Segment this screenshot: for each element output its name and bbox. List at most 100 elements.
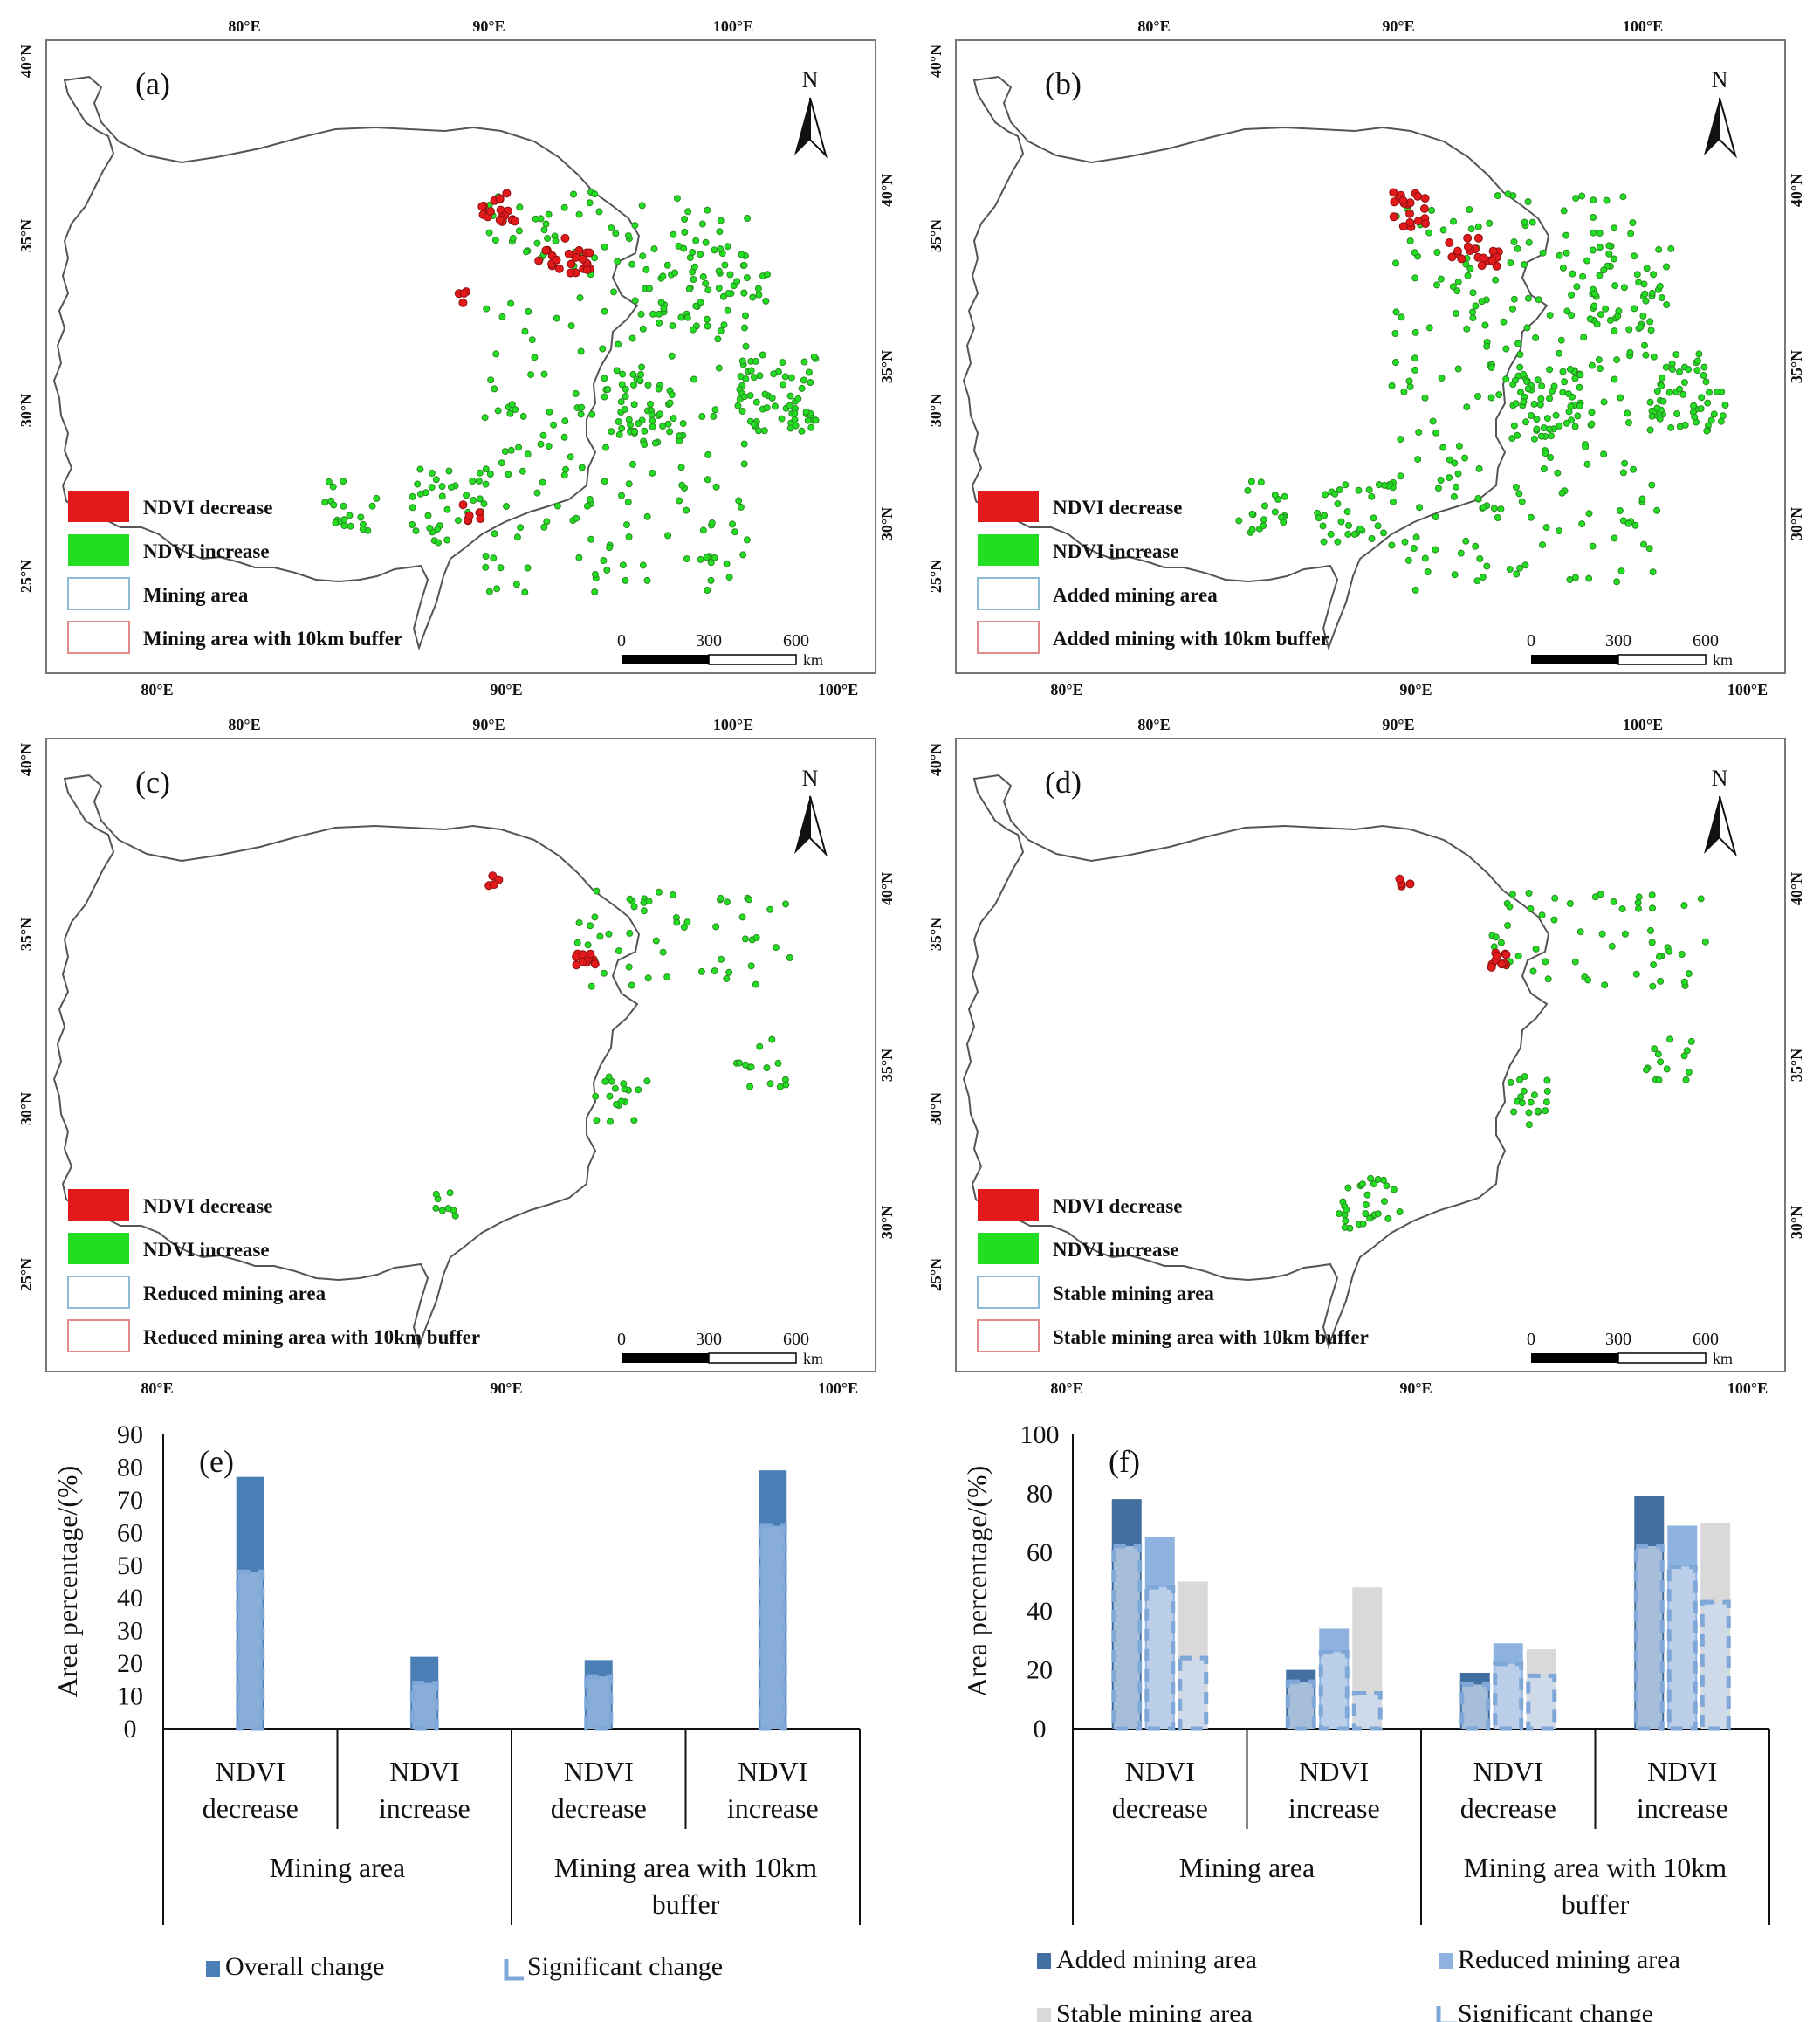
ndvi-increase-point xyxy=(533,239,541,247)
scale-tick: 0 xyxy=(617,631,626,650)
ndvi-increase-point xyxy=(432,1204,440,1212)
ndvi-increase-point xyxy=(432,1190,440,1198)
ndvi-increase-point xyxy=(622,576,629,584)
ndvi-increase-point xyxy=(575,919,583,926)
ndvi-increase-point xyxy=(1619,193,1627,201)
ndvi-increase-point xyxy=(652,937,660,945)
ndvi-increase-point xyxy=(669,891,676,898)
ndvi-increase-point xyxy=(346,512,354,519)
ndvi-increase-point xyxy=(651,439,659,447)
lat-tick-left: 35°N xyxy=(927,918,944,951)
y-tick-label: 80 xyxy=(1027,1479,1053,1508)
ndvi-increase-point xyxy=(621,406,628,413)
ndvi-increase-point xyxy=(1610,898,1617,905)
ndvi-decrease-point xyxy=(464,511,474,520)
ndvi-increase-point xyxy=(1497,939,1505,946)
ndvi-increase-point xyxy=(1657,1058,1665,1066)
bar-significant-change xyxy=(1700,1599,1731,1731)
ndvi-increase-point xyxy=(1706,389,1713,396)
ndvi-increase-point xyxy=(1662,363,1670,371)
ndvi-increase-point xyxy=(741,324,748,332)
y-tick-label: 40 xyxy=(117,1584,143,1613)
ndvi-increase-point xyxy=(715,267,723,275)
ndvi-increase-point xyxy=(1479,574,1487,581)
ndvi-increase-point xyxy=(1605,250,1613,258)
legend-label: Reduced mining area xyxy=(143,1283,326,1304)
ndvi-increase-point xyxy=(1571,375,1579,382)
ndvi-increase-point xyxy=(673,195,681,203)
ndvi-increase-point xyxy=(1631,252,1638,260)
ndvi-increase-point xyxy=(1682,1076,1690,1083)
ndvi-decrease-point xyxy=(1419,204,1429,213)
ndvi-increase-point xyxy=(1642,351,1650,359)
ndvi-increase-point xyxy=(655,385,663,393)
ndvi-increase-point xyxy=(576,294,584,302)
legend-label: Reduced mining area xyxy=(1458,1945,1680,1974)
lon-tick-bottom: 80°E xyxy=(141,1379,173,1397)
scale-tick: 300 xyxy=(1605,631,1631,650)
ndvi-decrease-point xyxy=(552,255,561,265)
ndvi-increase-point xyxy=(1516,363,1524,371)
ndvi-increase-point xyxy=(1481,321,1489,329)
ndvi-increase-point xyxy=(766,1080,774,1088)
map-svg: 80°E 80°E 90°E 90°E 100°E 100°E 40°N 35°N 30°N 25… xyxy=(927,716,1805,1397)
ndvi-increase-point xyxy=(516,203,524,211)
ndvi-increase-point xyxy=(601,969,608,977)
ndvi-increase-point xyxy=(1539,541,1546,549)
bar-significant-change xyxy=(1351,1691,1383,1731)
ndvi-increase-point xyxy=(1625,326,1633,334)
ndvi-increase-point xyxy=(738,251,745,258)
ndvi-increase-point xyxy=(680,244,688,252)
ndvi-increase-point xyxy=(724,306,731,314)
ndvi-increase-point xyxy=(750,374,758,382)
ndvi-increase-point xyxy=(1680,902,1688,910)
ndvi-increase-point xyxy=(1595,356,1603,364)
ndvi-increase-point xyxy=(660,305,668,313)
ndvi-increase-point xyxy=(1359,1220,1367,1228)
ndvi-increase-point xyxy=(1506,566,1514,574)
ndvi-decrease-point xyxy=(1445,238,1454,247)
ndvi-increase-point xyxy=(553,502,561,510)
ndvi-increase-point xyxy=(1462,537,1470,545)
ndvi-increase-point xyxy=(631,297,639,305)
ndvi-increase-point xyxy=(591,913,599,921)
map-frame xyxy=(45,39,876,674)
ndvi-decrease-point xyxy=(585,248,594,258)
legend-label: Stable mining area xyxy=(1056,1999,1253,2022)
ndvi-increase-point xyxy=(742,312,749,320)
ndvi-increase-point xyxy=(1362,1201,1370,1208)
ndvi-increase-point xyxy=(1341,1223,1349,1231)
ndvi-increase-point xyxy=(1588,409,1596,416)
ndvi-increase-point xyxy=(1703,427,1711,435)
ndvi-increase-point xyxy=(1557,336,1565,344)
ndvi-increase-point xyxy=(1631,521,1639,529)
ndvi-increase-point xyxy=(643,576,651,584)
ndvi-increase-point xyxy=(1362,1210,1370,1218)
ndvi-increase-point xyxy=(562,465,569,473)
ndvi-increase-point xyxy=(656,319,663,327)
ndvi-increase-point xyxy=(592,1092,600,1100)
ndvi-increase-point xyxy=(669,322,676,330)
legend-label: NDVI increase xyxy=(1053,540,1179,562)
ndvi-increase-point xyxy=(578,464,586,471)
ndvi-increase-point xyxy=(678,481,686,489)
ndvi-decrease-point xyxy=(1463,242,1473,251)
ndvi-increase-point xyxy=(716,228,724,236)
ndvi-decrease-point xyxy=(1479,253,1488,263)
ndvi-increase-point xyxy=(1658,294,1665,302)
ndvi-increase-point xyxy=(1374,1210,1382,1218)
ndvi-increase-point xyxy=(359,526,367,533)
ndvi-increase-point xyxy=(1543,1087,1551,1095)
ndvi-increase-point xyxy=(725,290,732,297)
ndvi-increase-point xyxy=(1597,311,1604,319)
ndvi-increase-point xyxy=(1248,526,1256,533)
ndvi-increase-point xyxy=(513,533,521,541)
ndvi-increase-point xyxy=(1527,905,1535,912)
ndvi-increase-point xyxy=(638,202,646,210)
lon-tick-top: 100°E xyxy=(713,17,753,35)
ndvi-increase-point xyxy=(1535,296,1542,304)
ndvi-increase-point xyxy=(742,1061,749,1069)
ndvi-increase-point xyxy=(321,499,329,506)
ndvi-decrease-point xyxy=(1487,962,1496,972)
ndvi-increase-point xyxy=(1472,302,1480,310)
